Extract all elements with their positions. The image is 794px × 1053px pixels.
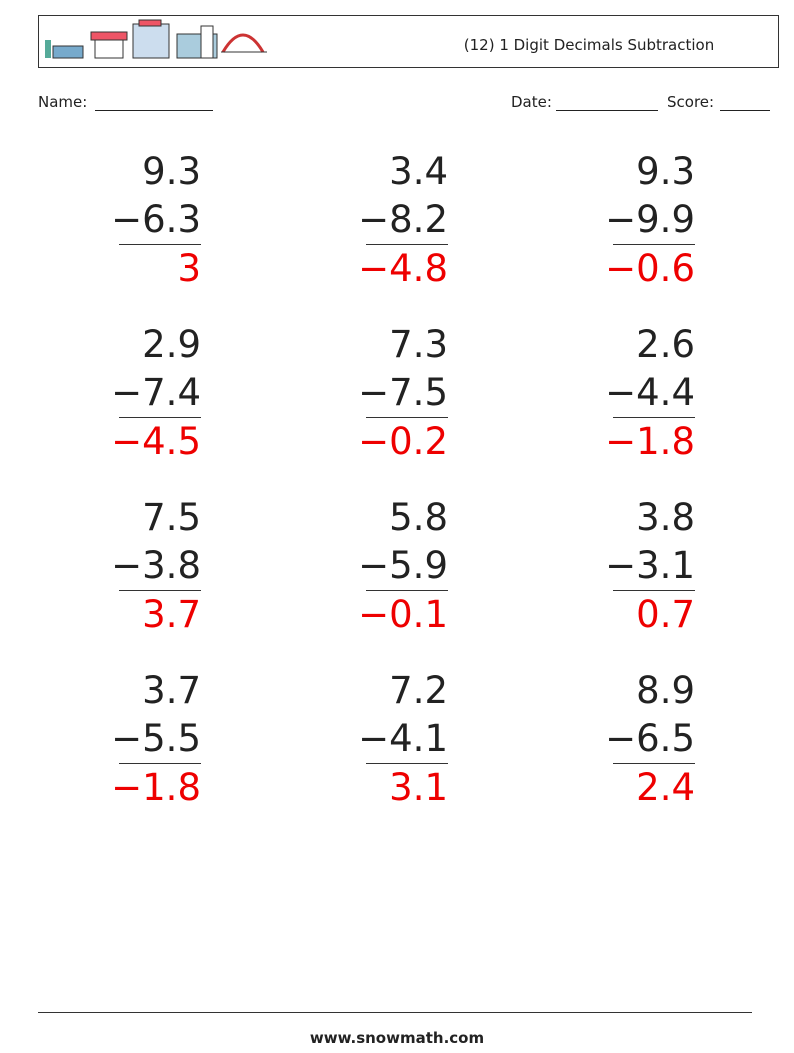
date-blank [556,110,658,111]
answer-rule [366,244,448,245]
subtrahend: −6.3 [111,198,201,241]
minuend: 7.5 [142,496,201,539]
answer-rule [366,417,448,418]
answer-rule [613,763,695,764]
minuend: 7.3 [389,323,448,366]
footer-rule [38,1012,752,1013]
subtrahend: −4.4 [605,371,695,414]
answer: 3 [177,247,201,290]
minuend: 3.7 [142,669,201,712]
title: (12) 1 Digit Decimals Subtraction [463,36,715,54]
subtrahend: −7.5 [358,371,448,414]
answer-rule [366,763,448,764]
answer-rule [613,590,695,591]
header-box: (12) 1 Digit Decimals Subtraction [38,15,779,68]
date-field: Date: [511,93,658,111]
answer: 3.1 [389,766,448,809]
date-label: Date: [511,93,552,111]
minuend: 3.8 [636,496,695,539]
answer-rule [613,244,695,245]
answer: −4.8 [358,247,448,290]
minuend: 3.4 [389,150,448,193]
score-label: Score: [667,93,715,111]
subtrahend: −7.4 [111,371,201,414]
answer: −1.8 [605,420,695,463]
subtrahend: −4.1 [358,717,448,760]
answer: −1.8 [111,766,201,809]
subtrahend: −5.5 [111,717,201,760]
header-icons [45,19,267,59]
name-label: Name: [38,93,88,111]
minuend: 2.6 [636,323,695,366]
minuend: 9.3 [142,150,201,193]
answer: −0.6 [605,247,695,290]
answer-rule [613,417,695,418]
minuend: 2.9 [142,323,201,366]
answer: −0.1 [358,593,448,636]
footer-url: www.snowmath.com [309,1029,485,1047]
subtrahend: −6.5 [605,717,695,760]
answer: 0.7 [636,593,695,636]
subtrahend: −9.9 [605,198,695,241]
minuend: 9.3 [636,150,695,193]
minuend: 5.8 [389,496,448,539]
subtrahend: −3.1 [605,544,695,587]
answer: −0.2 [358,420,448,463]
answer-rule [119,763,201,764]
subtrahend: −8.2 [358,198,448,241]
answer-rule [366,590,448,591]
subtrahend: −3.8 [111,544,201,587]
answer-rule [119,244,201,245]
score-blank [720,110,770,111]
answer: −4.5 [111,420,201,463]
minuend: 7.2 [389,669,448,712]
answer: 3.7 [142,593,201,636]
answer-rule [119,590,201,591]
answer-rule [119,417,201,418]
name-field: Name: [38,93,213,111]
minuend: 8.9 [636,669,695,712]
answer: 2.4 [636,766,695,809]
name-blank [95,110,213,111]
score-field: Score: [667,93,770,111]
subtrahend: −5.9 [358,544,448,587]
